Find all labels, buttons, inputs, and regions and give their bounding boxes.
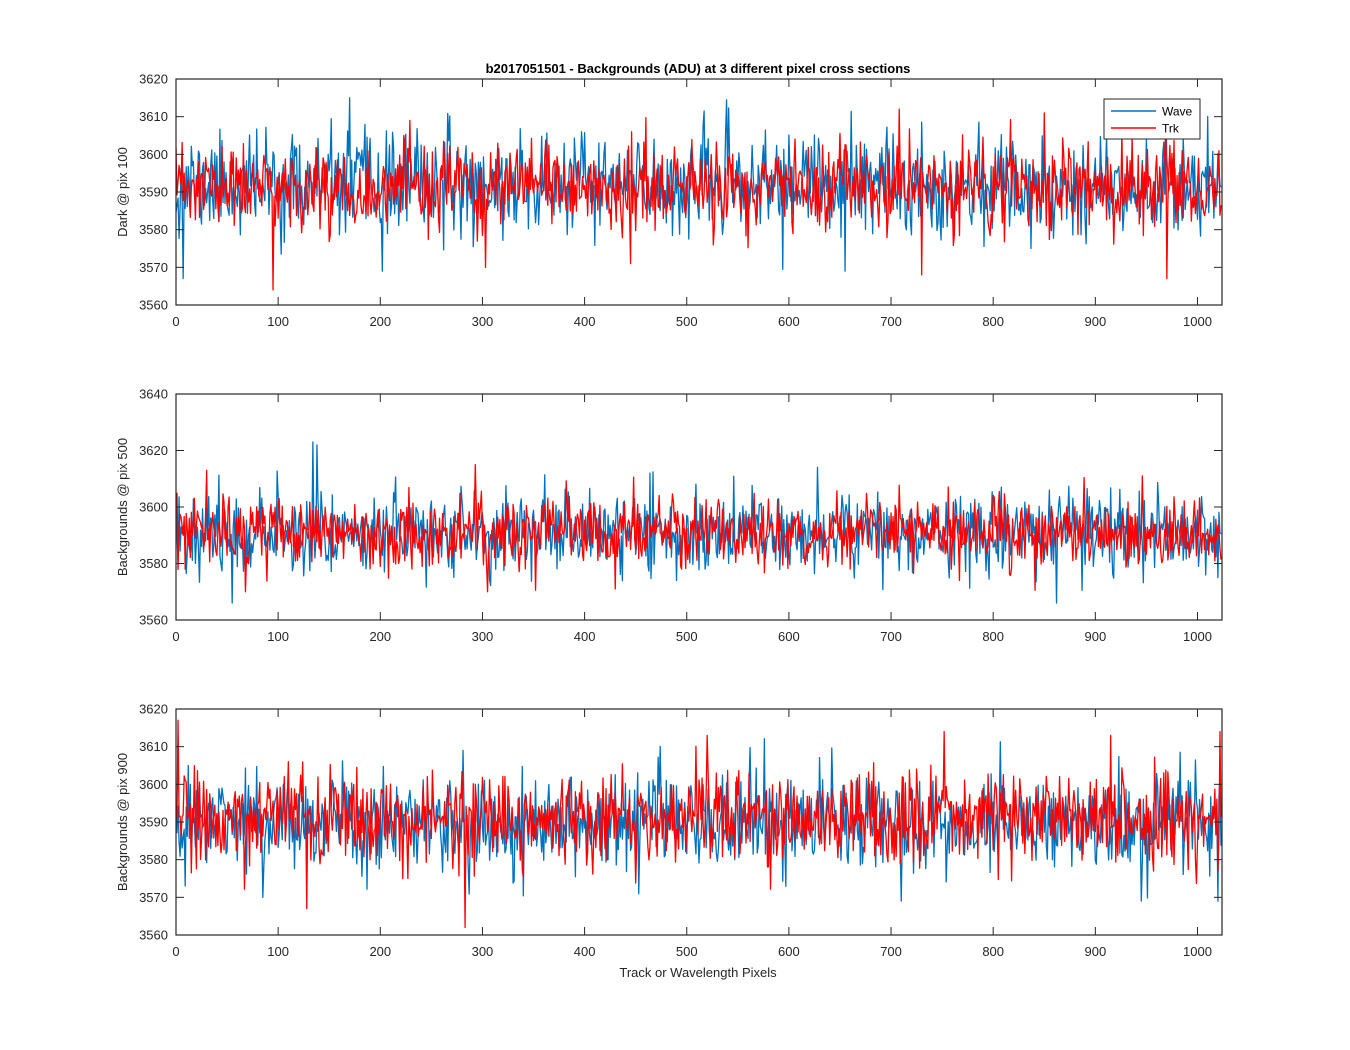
- x-tick-label: 1000: [1183, 629, 1212, 644]
- y-tick-label: 3580: [139, 852, 168, 867]
- x-tick-label: 700: [880, 314, 902, 329]
- series-line-trk-panel-1: [176, 108, 1222, 291]
- subplot-dark-pix-100: 0 100 200 300 400 500 600 700 800 900 1000 3560 3570…: [115, 72, 1223, 329]
- y-tick-label: 3590: [139, 185, 168, 200]
- legend: Wave Trk: [1103, 98, 1201, 140]
- x-tick-label: 100: [267, 629, 289, 644]
- x-tick-label: 700: [880, 944, 902, 959]
- y-tick-label: 3560: [139, 928, 168, 943]
- legend-label-wave: Wave: [1162, 105, 1193, 119]
- x-tick-label: 900: [1084, 314, 1106, 329]
- y-tick-label: 3590: [139, 815, 168, 830]
- x-tick-label: 800: [982, 314, 1004, 329]
- x-tick-label: 500: [676, 629, 698, 644]
- x-tick-label: 300: [472, 629, 494, 644]
- y-tick-label: 3580: [139, 556, 168, 571]
- x-tick-label: 500: [676, 314, 698, 329]
- legend-label-trk: Trk: [1162, 122, 1180, 136]
- x-tick-label: 500: [676, 944, 698, 959]
- y-axis-label-panel-2: Backgrounds @ pix 500: [115, 438, 130, 576]
- y-tick-label: 3560: [139, 613, 168, 628]
- subplot-backgrounds-pix-900: 0 100 200 300 400 500 600 700 800 900 1000 3560 3570…: [115, 702, 1223, 959]
- y-tick-label: 3620: [139, 72, 168, 87]
- x-tick-label: 800: [982, 944, 1004, 959]
- y-tick-label: 3560: [139, 298, 168, 313]
- x-tick-label: 800: [982, 629, 1004, 644]
- y-tick-label: 3610: [139, 109, 168, 124]
- x-tick-label: 1000: [1183, 314, 1212, 329]
- x-tick-label: 100: [267, 314, 289, 329]
- x-tick-label: 900: [1084, 944, 1106, 959]
- x-tick-label: 400: [574, 944, 596, 959]
- x-tick-label: 1000: [1183, 944, 1212, 959]
- x-tick-label: 900: [1084, 629, 1106, 644]
- x-tick-label: 400: [574, 629, 596, 644]
- y-tick-label: 3600: [139, 500, 168, 515]
- y-tick-label: 3600: [139, 777, 168, 792]
- x-tick-label: 600: [778, 944, 800, 959]
- y-tick-label: 3610: [139, 739, 168, 754]
- y-tick-label: 3580: [139, 222, 168, 237]
- y-tick-label: 3570: [139, 890, 168, 905]
- subplot-backgrounds-pix-500: 0 100 200 300 400 500 600 700 800 900 1000 3560 3580…: [115, 387, 1223, 644]
- x-tick-label: 400: [574, 314, 596, 329]
- x-tick-label: 200: [369, 629, 391, 644]
- x-tick-label: 0: [172, 629, 179, 644]
- y-tick-label: 3640: [139, 387, 168, 402]
- series-line-wave-panel-3: [176, 738, 1222, 902]
- x-tick-label: 300: [472, 314, 494, 329]
- x-tick-label: 200: [369, 314, 391, 329]
- series-line-trk-panel-2: [176, 463, 1222, 593]
- x-tick-label: 600: [778, 629, 800, 644]
- legend-box: [1103, 98, 1201, 140]
- x-tick-label: 700: [880, 629, 902, 644]
- y-tick-label: 3600: [139, 147, 168, 162]
- y-axis-label-panel-1: Dark @ pix 100: [115, 147, 130, 237]
- x-tick-label: 0: [172, 314, 179, 329]
- figure-title: b2017051501 - Backgrounds (ADU) at 3 dif…: [486, 61, 911, 76]
- series-line-trk-panel-3: [176, 719, 1222, 929]
- x-axis-label: Track or Wavelength Pixels: [619, 965, 777, 980]
- x-tick-label: 600: [778, 314, 800, 329]
- y-tick-label: 3620: [139, 702, 168, 717]
- y-tick-label: 3620: [139, 443, 168, 458]
- x-tick-label: 100: [267, 944, 289, 959]
- x-tick-label: 0: [172, 944, 179, 959]
- y-axis-label-panel-3: Backgrounds @ pix 900: [115, 753, 130, 891]
- y-tick-label: 3570: [139, 260, 168, 275]
- x-tick-label: 200: [369, 944, 391, 959]
- x-tick-label: 300: [472, 944, 494, 959]
